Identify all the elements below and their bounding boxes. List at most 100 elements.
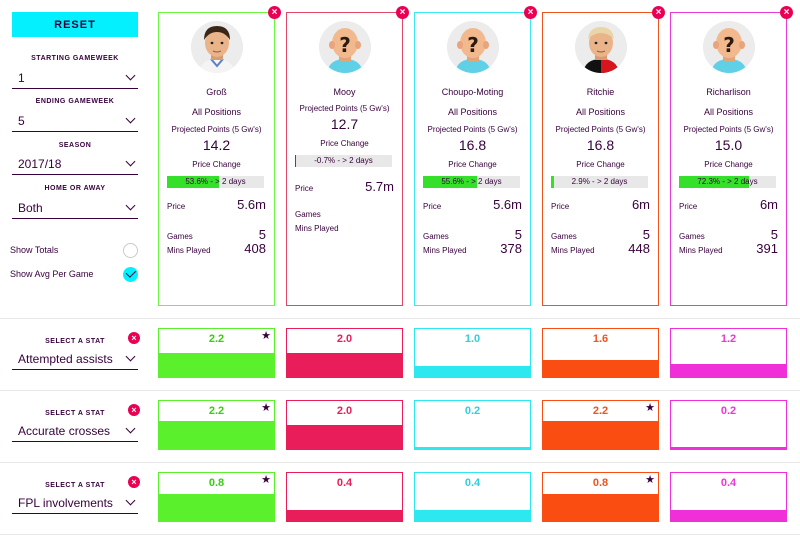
player-card: ×? Choupo-Moting All Positions Projected Po… bbox=[414, 6, 537, 306]
stat-value: 0.4 bbox=[464, 477, 481, 489]
starting-gameweek-select[interactable]: 1 bbox=[12, 67, 138, 89]
games-row: Games 5 bbox=[551, 227, 650, 242]
show-avg-toggle[interactable] bbox=[123, 266, 138, 282]
stat-value-fill bbox=[287, 353, 402, 377]
mins-value: 448 bbox=[628, 241, 650, 256]
player-avatar: ? bbox=[319, 21, 371, 73]
starting-gameweek-value: 1 bbox=[18, 70, 25, 85]
row-divider bbox=[0, 390, 800, 391]
svg-text:?: ? bbox=[467, 33, 479, 57]
projected-points-value: 16.8 bbox=[586, 137, 615, 153]
chevron-down-icon bbox=[125, 495, 136, 506]
remove-player-button[interactable]: × bbox=[524, 6, 537, 19]
games-row: Games 5 bbox=[167, 227, 266, 242]
mins-value: 378 bbox=[500, 241, 522, 256]
stat-value: 0.8 bbox=[592, 477, 609, 489]
stat-value-box: 1.6 bbox=[542, 328, 659, 378]
stat-value-fill bbox=[543, 359, 658, 377]
mins-label: Mins Played bbox=[679, 246, 723, 255]
price-change-label: Price Change bbox=[448, 160, 497, 169]
select-stat-label: SELECT A STAT bbox=[45, 410, 105, 417]
projected-points-value: 12.7 bbox=[330, 116, 359, 132]
remove-player-button[interactable]: × bbox=[396, 6, 409, 19]
games-label: Games bbox=[551, 232, 577, 241]
stat-value-box: 2.2 ★ bbox=[542, 400, 659, 450]
projected-points-label: Projected Points (5 Gw's) bbox=[299, 104, 390, 113]
mins-row: Mins Played 448 bbox=[551, 241, 650, 256]
price-label: Price bbox=[295, 184, 314, 193]
season-select[interactable]: 2017/18 bbox=[12, 153, 138, 175]
filters-sidebar: RESET STARTING GAMEWEEK 1 ENDING GAMEWEE… bbox=[0, 0, 148, 310]
star-icon: ★ bbox=[645, 474, 655, 486]
player-avatar bbox=[575, 21, 627, 73]
show-totals-label: Show Totals bbox=[10, 245, 59, 255]
stat-value-box: 0.4 bbox=[670, 472, 787, 522]
stat-value: 0.4 bbox=[336, 477, 353, 489]
stat-select[interactable]: Attempted assists bbox=[12, 348, 138, 370]
chevron-down-icon bbox=[125, 200, 136, 211]
price-change-label: Price Change bbox=[192, 160, 241, 169]
projected-points-value: 14.2 bbox=[202, 137, 231, 153]
projected-points-label: Projected Points (5 Gw's) bbox=[555, 125, 646, 134]
stat-value-box: 0.8 ★ bbox=[158, 472, 275, 522]
stat-value-fill bbox=[543, 494, 658, 521]
remove-stat-button[interactable]: × bbox=[128, 476, 140, 488]
remove-stat-button[interactable]: × bbox=[128, 404, 140, 416]
price-value: 5.6m bbox=[493, 197, 522, 212]
projected-points-label: Projected Points (5 Gw's) bbox=[171, 125, 262, 134]
stat-value-box: 0.4 bbox=[414, 472, 531, 522]
season-value: 2017/18 bbox=[18, 156, 62, 171]
price-change-label: Price Change bbox=[320, 139, 369, 148]
ending-gameweek-select[interactable]: 5 bbox=[12, 110, 138, 132]
price-change-text: 72.3% - > 2 days bbox=[697, 177, 758, 186]
select-stat-label: SELECT A STAT bbox=[45, 338, 105, 345]
stat-value: 0.4 bbox=[720, 477, 737, 489]
price-label: Price bbox=[551, 202, 570, 211]
price-row: Price 5.7m bbox=[295, 179, 394, 194]
remove-player-button[interactable]: × bbox=[268, 6, 281, 19]
price-change-text: 55.6% - > 2 days bbox=[441, 177, 502, 186]
home-away-select[interactable]: Both bbox=[12, 197, 138, 219]
games-label: Games bbox=[679, 232, 705, 241]
stat-value-fill bbox=[671, 510, 786, 521]
games-label: Games bbox=[423, 232, 449, 241]
star-icon: ★ bbox=[261, 474, 271, 486]
player-position: All Positions bbox=[703, 107, 754, 117]
mins-value: 391 bbox=[756, 241, 778, 256]
player-name: Mooy bbox=[333, 87, 356, 97]
price-change-bar: 72.3% - > 2 days bbox=[679, 176, 776, 188]
chevron-down-icon bbox=[125, 113, 136, 124]
price-change-bar: 2.9% - > 2 days bbox=[551, 176, 648, 188]
price-change-bar: -0.7% - > 2 days bbox=[295, 155, 392, 167]
remove-player-button[interactable]: × bbox=[780, 6, 793, 19]
price-row: Price 5.6m bbox=[167, 197, 266, 212]
stat-value: 1.2 bbox=[720, 333, 737, 345]
show-totals-toggle[interactable] bbox=[123, 242, 138, 258]
reset-button[interactable]: RESET bbox=[12, 12, 138, 37]
stat-value-fill bbox=[159, 353, 274, 377]
price-change-fill bbox=[295, 155, 297, 167]
chevron-down-icon bbox=[125, 423, 136, 434]
stat-select-value: Accurate crosses bbox=[18, 423, 111, 438]
games-label: Games bbox=[295, 210, 321, 219]
games-row: Games bbox=[295, 210, 394, 219]
player-position: All Positions bbox=[191, 107, 242, 117]
price-label: Price bbox=[167, 202, 186, 211]
stat-select[interactable]: FPL involvements bbox=[12, 492, 138, 514]
stat-value-box: 0.8 ★ bbox=[542, 472, 659, 522]
games-value: 5 bbox=[514, 227, 522, 242]
player-name: Choupo-Moting bbox=[441, 87, 504, 97]
chevron-down-icon bbox=[125, 70, 136, 81]
remove-player-button[interactable]: × bbox=[652, 6, 665, 19]
stat-value-fill bbox=[159, 494, 274, 521]
projected-points-value: 16.8 bbox=[458, 137, 487, 153]
remove-stat-button[interactable]: × bbox=[128, 332, 140, 344]
player-card: ×? Mooy Projected Points (5 Gw's) 12.7 Price… bbox=[286, 6, 409, 306]
player-name: Richarlison bbox=[706, 87, 751, 97]
stat-value: 1.0 bbox=[464, 333, 481, 345]
games-value: 5 bbox=[258, 227, 266, 242]
price-row: Price 6m bbox=[551, 197, 650, 212]
stat-select[interactable]: Accurate crosses bbox=[12, 420, 138, 442]
show-avg-row: Show Avg Per Game bbox=[10, 265, 138, 283]
stat-value-box: 0.2 bbox=[670, 400, 787, 450]
